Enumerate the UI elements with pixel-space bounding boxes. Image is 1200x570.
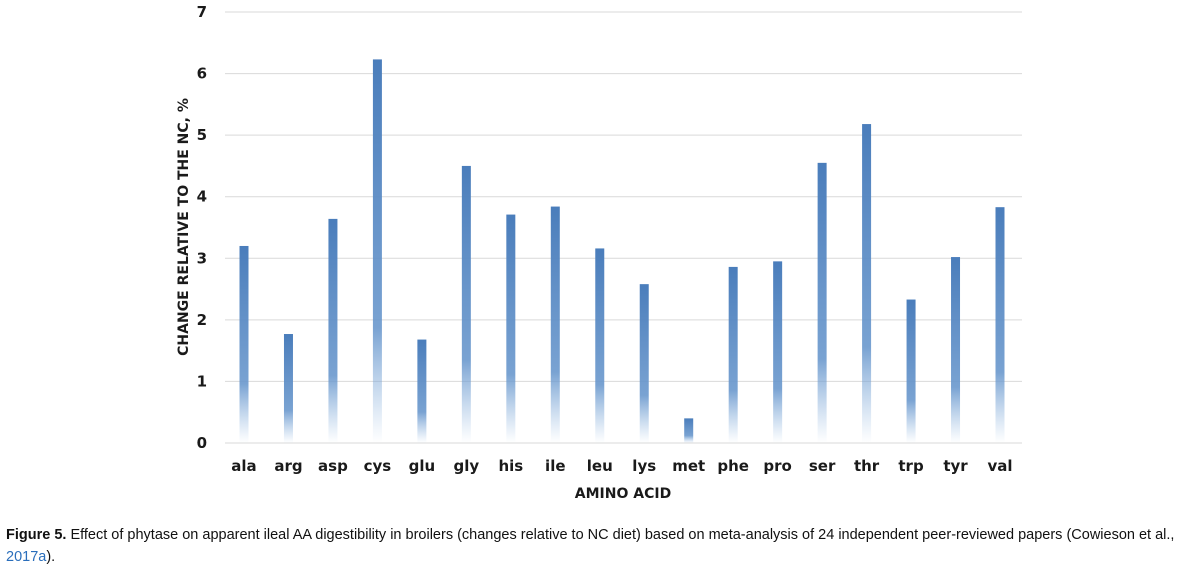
- caption-text-end: ).: [46, 549, 56, 565]
- bar-met: [684, 418, 694, 443]
- x-tick-label-trp: trp: [898, 457, 924, 475]
- x-tick-label-tyr: tyr: [943, 457, 968, 475]
- x-tick-label-val: val: [987, 457, 1012, 475]
- bar-phe: [728, 266, 738, 443]
- x-axis-title: AMINO ACID: [575, 486, 671, 502]
- bar-trp: [906, 299, 916, 443]
- y-tick-label: 6: [197, 65, 207, 83]
- x-tick-label-ala: ala: [231, 457, 256, 475]
- bar-ile: [550, 206, 560, 443]
- figure-caption: Figure 5. Effect of phytase on apparent …: [6, 524, 1196, 568]
- x-tick-label-gly: gly: [454, 457, 480, 475]
- y-tick-label: 4: [197, 188, 207, 206]
- x-tick-label-thr: thr: [854, 457, 880, 475]
- bar-glu: [417, 339, 427, 443]
- caption-reference-link[interactable]: 2017a: [6, 549, 47, 565]
- x-tick-label-his: his: [498, 457, 523, 475]
- gridlines: [225, 11, 1022, 444]
- y-tick-label: 7: [197, 3, 207, 21]
- x-tick-label-glu: glu: [409, 457, 436, 475]
- x-tick-label-arg: arg: [274, 457, 302, 475]
- caption-label: Figure 5.: [6, 527, 67, 543]
- bar-tyr: [951, 257, 961, 443]
- x-tick-label-ser: ser: [809, 457, 836, 475]
- bar-ser: [817, 162, 827, 443]
- x-tick-label-pro: pro: [763, 457, 791, 475]
- bar-asp: [328, 218, 338, 443]
- bar-ala: [239, 245, 249, 443]
- bars: [239, 59, 1005, 443]
- bar-gly: [461, 165, 471, 443]
- bar-leu: [595, 248, 605, 443]
- x-tick-label-lys: lys: [632, 457, 656, 475]
- bar-val: [995, 207, 1005, 443]
- y-tick-label: 2: [197, 311, 207, 329]
- x-tick-label-phe: phe: [717, 457, 749, 475]
- y-tick-label: 3: [197, 249, 207, 267]
- y-tick-label: 5: [197, 126, 207, 144]
- y-tick-label: 0: [197, 434, 207, 452]
- bar-arg: [283, 334, 293, 443]
- x-tick-label-asp: asp: [318, 457, 348, 475]
- x-tick-label-cys: cys: [364, 457, 392, 475]
- x-tick-label-ile: ile: [545, 457, 565, 475]
- x-tick-label-met: met: [672, 457, 705, 475]
- caption-text: Effect of phytase on apparent ileal AA d…: [66, 527, 1175, 543]
- bar-chart: 0 1 2 3 4 5 6 7 ala arg asp cys glu gly his ile leu lys m…: [176, 3, 1022, 502]
- bar-cys: [372, 59, 382, 443]
- bar-thr: [862, 124, 872, 443]
- y-tick-label: 1: [197, 372, 207, 390]
- bar-his: [506, 214, 516, 443]
- y-axis-title: CHANGE RELATIVE TO THE NC, %: [176, 98, 192, 356]
- bar-pro: [773, 261, 783, 443]
- x-tick-label-leu: leu: [587, 457, 613, 475]
- bar-lys: [639, 284, 649, 443]
- x-axis-ticks: ala arg asp cys glu gly his ile leu lys met phe pro s…: [231, 457, 1012, 475]
- y-axis-ticks: 0 1 2 3 4 5 6 7: [197, 3, 207, 452]
